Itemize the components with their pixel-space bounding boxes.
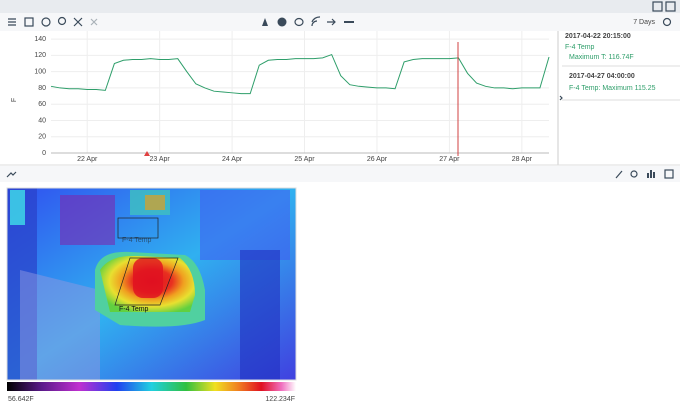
y-tick-label: 60	[38, 101, 46, 108]
color-scale	[7, 382, 296, 391]
info-panel: 2017-04-22 20:15:00 F-4 Temp Maximum T: …	[559, 33, 680, 101]
comment-button[interactable]	[294, 17, 304, 27]
entry-detail: Maximum T: 116.74F	[569, 54, 634, 61]
image-toolbar	[0, 166, 680, 182]
info-button[interactable]	[277, 17, 287, 27]
disabled-button[interactable]	[90, 18, 98, 26]
event-marker[interactable]	[144, 151, 150, 156]
x-tick-label: 27 Apr	[439, 156, 460, 163]
collapse-handle[interactable]	[559, 95, 563, 101]
x-tick-label: 26 Apr	[367, 156, 388, 163]
top-bar	[0, 0, 680, 13]
x-tick-label: 25 Apr	[294, 156, 315, 163]
y-axis-label: F	[11, 98, 18, 102]
entry-time: 2017-04-27 04:00:00	[569, 73, 635, 80]
series-line	[50, 53, 550, 95]
menu-button[interactable]	[8, 18, 16, 26]
thermal-image	[6, 187, 297, 381]
x-tick-label: 24 Apr	[222, 156, 243, 163]
scale-min: 56.642F	[8, 396, 34, 403]
x-tick-label: 23 Apr	[150, 156, 171, 163]
y-tick-label: 100	[34, 69, 46, 76]
shuffle-button[interactable]	[73, 17, 83, 27]
toolbar	[0, 13, 680, 31]
arrow-button[interactable]	[327, 18, 336, 26]
x-tick-label: 22 Apr	[77, 156, 98, 163]
view-button[interactable]	[630, 170, 638, 178]
layout-button[interactable]	[664, 169, 674, 179]
region-label: F-4 Temp	[119, 306, 149, 313]
range-label[interactable]: 7 Days	[633, 19, 655, 26]
plot: 0 20 40 60 80 100 120 140 22 Apr 23 Apr 24 Apr 25 A…	[34, 31, 550, 163]
entry-label[interactable]: F-4 Temp	[565, 44, 595, 51]
y-tick-label: 0	[42, 150, 46, 157]
refresh-button[interactable]	[41, 17, 51, 27]
toolbar-icons: 7 Days	[8, 16, 672, 27]
zoom-button[interactable]	[57, 16, 67, 26]
list-view-button[interactable]	[665, 1, 676, 12]
y-tick-label: 140	[34, 36, 46, 43]
export-button[interactable]	[24, 17, 34, 27]
y-tick-label: 40	[38, 117, 46, 124]
scale-max: 122.234F	[265, 396, 295, 403]
chart-toggle[interactable]	[6, 171, 17, 178]
y-tick-label: 120	[34, 52, 46, 59]
x-tick-label: 28 Apr	[512, 156, 533, 163]
feed-button[interactable]	[311, 16, 321, 27]
settings-button[interactable]	[662, 17, 672, 27]
y-tick-label: 20	[38, 134, 46, 141]
region-label: F-4 Temp	[122, 237, 152, 244]
grid-view-button[interactable]	[652, 1, 663, 12]
entry-time: 2017-04-22 20:15:00	[565, 33, 631, 40]
alert-button[interactable]	[262, 18, 268, 26]
entry-label[interactable]: F-4 Temp: Maximum 115.25	[569, 85, 656, 92]
stats-button[interactable]	[647, 170, 655, 178]
y-tick-label: 80	[38, 85, 46, 92]
edit-button[interactable]	[615, 170, 623, 179]
